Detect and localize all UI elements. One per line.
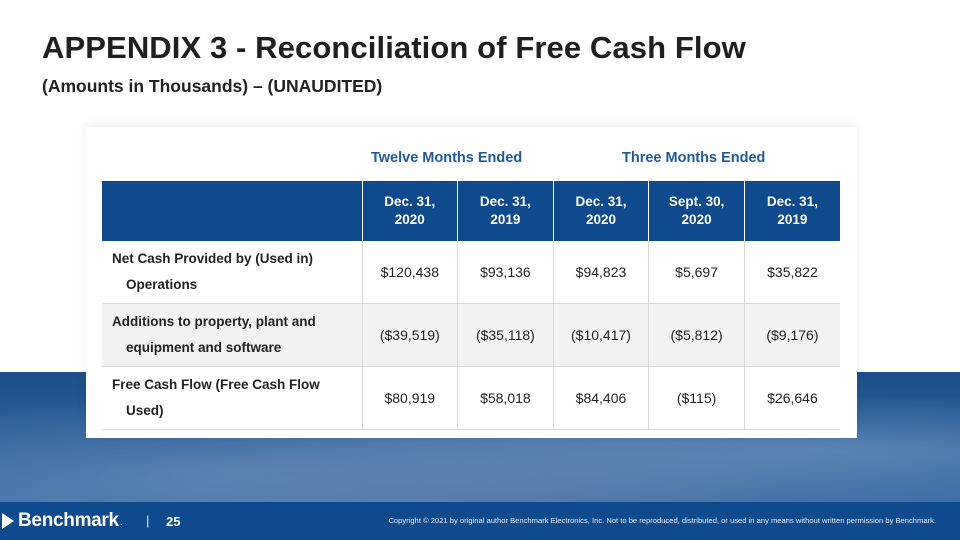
- logo-suffix: .: [119, 514, 124, 528]
- value-cell: $26,646: [744, 366, 840, 430]
- footer-bar: Benchmark . | 25 Copyright © 2021 by ori…: [0, 502, 960, 540]
- table-row: Additions to property, plant and equipmen…: [102, 303, 840, 367]
- value-cell: $58,018: [457, 366, 554, 430]
- header-line1: Dec. 31,: [575, 194, 627, 209]
- header-line2: 2019: [777, 212, 808, 227]
- page-subtitle: (Amounts in Thousands) – (UNAUDITED): [42, 76, 383, 96]
- value-cell: ($5,812): [648, 303, 745, 367]
- benchmark-logo: Benchmark .: [0, 510, 124, 531]
- row-label: Net Cash Provided by (Used in) Operations: [102, 241, 363, 304]
- header-cell: Dec. 31, 2019: [457, 181, 554, 241]
- free-cash-flow-table: Dec. 31, 2020 Dec. 31, 2019 Dec. 31, 2020 S…: [102, 181, 840, 430]
- value-cell: ($10,417): [553, 303, 650, 367]
- row-label-line1: Additions to property, plant and: [112, 314, 316, 329]
- row-label-line2: Used): [126, 403, 164, 418]
- row-label-line1: Net Cash Provided by (Used in): [112, 251, 314, 266]
- row-label-line2: Operations: [126, 277, 198, 292]
- value-cell: ($115): [648, 366, 745, 430]
- table-header-row: Dec. 31, 2020 Dec. 31, 2019 Dec. 31, 2020 S…: [102, 181, 840, 241]
- value-cell: $93,136: [457, 241, 554, 304]
- table-row: Free Cash Flow (Free Cash Flow Used) $80,…: [102, 366, 840, 430]
- header-cell-empty: [102, 181, 363, 241]
- value-cell: $120,438: [362, 241, 459, 304]
- header-line1: Dec. 31,: [479, 194, 531, 209]
- header-cell: Dec. 31, 2019: [744, 181, 840, 241]
- value-cell: ($39,519): [362, 303, 459, 367]
- row-label-line1: Free Cash Flow (Free Cash Flow: [112, 377, 320, 392]
- copyright-notice: Copyright © 2021 by original author Benc…: [388, 516, 936, 525]
- footer-separator: |: [146, 513, 150, 528]
- value-cell: $80,919: [362, 366, 459, 430]
- header-line1: Dec. 31,: [766, 194, 818, 209]
- header-cell: Sept. 30, 2020: [648, 181, 745, 241]
- page-title: APPENDIX 3 - Reconciliation of Free Cash…: [42, 30, 746, 65]
- group-header-three-months: Three Months Ended: [622, 150, 766, 166]
- page-number: 25: [166, 514, 181, 529]
- table-row: Net Cash Provided by (Used in) Operations…: [102, 241, 840, 304]
- value-cell: ($9,176): [744, 303, 840, 367]
- header-line1: Sept. 30,: [668, 194, 725, 209]
- header-line2: 2020: [585, 212, 616, 227]
- header-line2: 2020: [681, 212, 712, 227]
- header-line2: 2019: [490, 212, 521, 227]
- row-label-line2: equipment and software: [126, 340, 282, 355]
- group-header-twelve-months: Twelve Months Ended: [371, 150, 523, 166]
- value-cell: ($35,118): [457, 303, 554, 367]
- logo-text: Benchmark: [18, 510, 119, 531]
- row-label: Free Cash Flow (Free Cash Flow Used): [102, 366, 363, 430]
- value-cell: $94,823: [553, 241, 650, 304]
- play-triangle-icon: [2, 513, 14, 529]
- header-line1: Dec. 31,: [384, 194, 436, 209]
- header-cell: Dec. 31, 2020: [362, 181, 459, 241]
- value-cell: $5,697: [648, 241, 745, 304]
- value-cell: $84,406: [553, 366, 650, 430]
- header-line2: 2020: [394, 212, 425, 227]
- header-cell: Dec. 31, 2020: [553, 181, 650, 241]
- row-label: Additions to property, plant and equipmen…: [102, 303, 363, 367]
- value-cell: $35,822: [744, 241, 840, 304]
